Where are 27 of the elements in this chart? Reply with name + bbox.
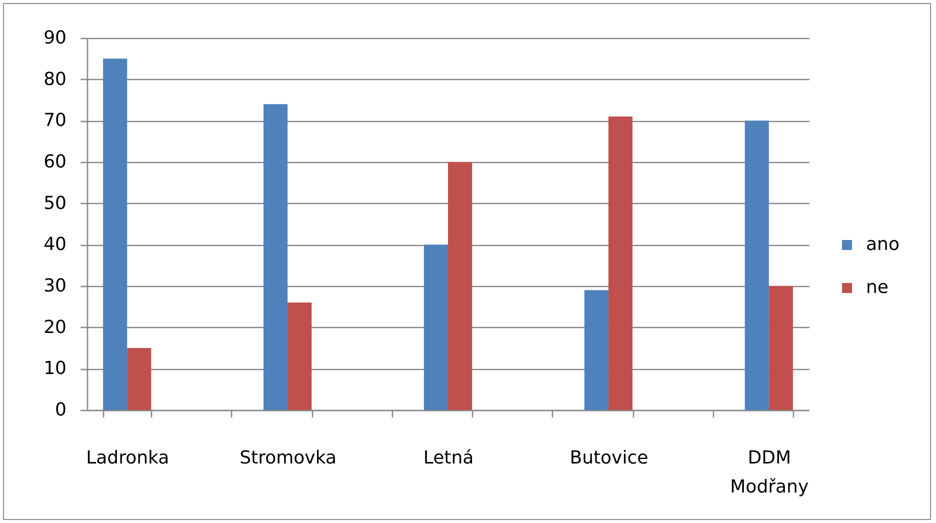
y-tick-label: 30 <box>44 276 66 296</box>
x-tick-label: Butovice <box>570 448 648 468</box>
bar <box>127 348 152 410</box>
bar <box>768 286 793 410</box>
bar <box>744 120 769 410</box>
y-tick-label: 50 <box>44 192 66 214</box>
y-tick-label: 0 <box>55 400 66 420</box>
legend-label: ne <box>866 277 888 298</box>
y-tick-label: 20 <box>44 316 66 338</box>
y-tick-label: 10 <box>44 358 66 380</box>
bar <box>584 290 608 410</box>
bar <box>608 116 633 410</box>
bar <box>263 104 288 410</box>
x-tick-label: Ladronka <box>86 448 170 468</box>
bar <box>448 162 472 410</box>
x-tick-label: Letná <box>423 448 474 468</box>
y-tick-label: 40 <box>44 234 66 256</box>
bar <box>103 58 128 410</box>
y-tick-label: 80 <box>44 68 66 90</box>
x-tick-label: DDM Modřany <box>730 448 809 498</box>
legend-label: ano <box>866 234 900 255</box>
bar <box>288 302 312 410</box>
y-tick-label: 90 <box>44 28 66 48</box>
y-tick-label: 60 <box>44 152 66 172</box>
x-tick-label: Stromovka <box>240 448 336 468</box>
bar <box>424 244 448 410</box>
y-tick-label: 70 <box>44 110 66 132</box>
